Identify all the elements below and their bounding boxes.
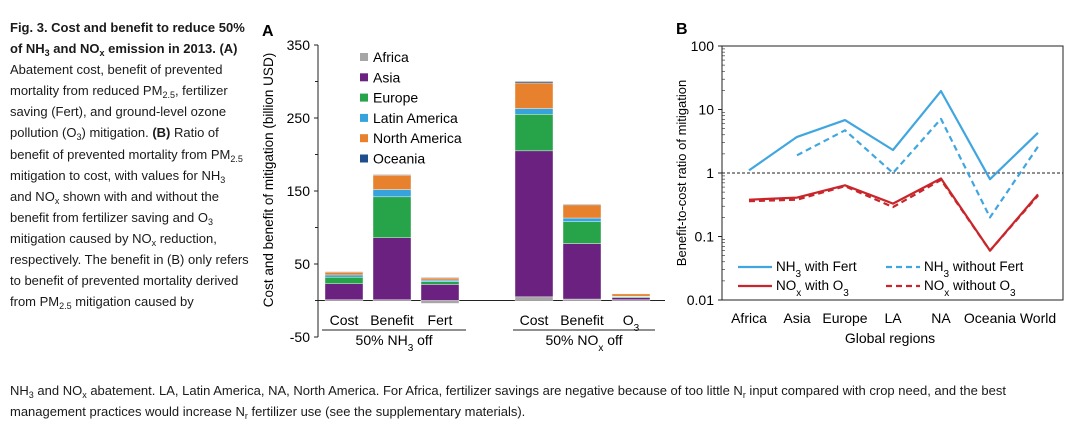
caption-continued: NH3 and NOx abatement. LA, Latin America… bbox=[10, 383, 1006, 421]
bar-segment-oceania bbox=[514, 81, 554, 84]
panel-b-y-tick-label: 10 bbox=[698, 102, 714, 118]
panel-a-category-label: Fert bbox=[428, 312, 453, 328]
panel-a-y-tick-label: 50 bbox=[294, 256, 310, 272]
legend-swatch-asia bbox=[360, 73, 368, 82]
legend-label-north-america: North America bbox=[373, 130, 462, 146]
legend-label-europe: Europe bbox=[373, 90, 418, 106]
panel-b-category-label: Europe bbox=[822, 310, 867, 326]
bar-segment-oceania bbox=[324, 271, 364, 273]
legend-label-latin-america: Latin America bbox=[373, 110, 458, 126]
panel-a-category-label: Cost bbox=[520, 312, 549, 328]
legend-label-nox-with-o3: NOx with O3 bbox=[776, 278, 849, 299]
panel-b-y-tick-label: 0.01 bbox=[687, 292, 714, 308]
panel-b-category-label: Africa bbox=[731, 310, 767, 326]
legend-swatch-latin-america bbox=[360, 113, 368, 122]
bar-segment-europe bbox=[372, 196, 412, 238]
panel-b-category-label: Oceania bbox=[964, 310, 1016, 326]
panel-a-y-tick-label: 250 bbox=[287, 110, 311, 126]
panel-b-y-label: Benefit-to-cost ratio of mitigation bbox=[674, 80, 689, 266]
panel-b-label: B bbox=[676, 21, 688, 38]
bar-segment-north-america bbox=[514, 82, 554, 109]
legend-swatch-europe bbox=[360, 93, 368, 102]
legend-label-africa: Africa bbox=[373, 49, 409, 65]
legend-label-nh3-with-fert: NH3 with Fert bbox=[776, 259, 857, 280]
caption-panel-b-part1: (B) Ratio of benefit of prevented mortal… bbox=[10, 125, 249, 312]
series-line-nox-with-o3 bbox=[748, 177, 1039, 252]
bar-segment-oceania bbox=[372, 174, 412, 176]
panel-a-category-label: Benefit bbox=[560, 312, 604, 328]
legend-swatch-africa bbox=[360, 53, 368, 61]
panel-a-y-tick-label: 150 bbox=[287, 183, 311, 199]
legend-swatch-oceania bbox=[360, 154, 368, 163]
series-line-nh3-without-fert bbox=[796, 117, 1039, 219]
caption-panel-a: (A) Abatement cost, benefit of prevented… bbox=[10, 41, 238, 143]
panel-b-category-label: Asia bbox=[783, 310, 810, 326]
bar-segment-asia bbox=[372, 237, 412, 300]
legend-label-nh3-without-fert: NH3 without Fert bbox=[924, 259, 1024, 280]
panel-b-y-tick-label: 100 bbox=[691, 38, 715, 54]
series-line-nh3-with-fert bbox=[748, 89, 1039, 181]
panel-a-y-tick-label: -50 bbox=[290, 329, 310, 345]
figure-caption: Fig. 3. Cost and benefit to reduce 50% o… bbox=[10, 17, 250, 312]
legend-swatch-north-america bbox=[360, 134, 368, 143]
panel-a-label: A bbox=[262, 23, 274, 40]
panel-b-y-tick-label: 0.1 bbox=[695, 229, 715, 245]
legend-label-nox-without-o3: NOx without O3 bbox=[924, 278, 1016, 299]
panel-b-y-tick-label: 1 bbox=[706, 165, 714, 181]
bar-segment-asia bbox=[514, 150, 554, 298]
bar-segment-asia bbox=[562, 243, 602, 300]
bar-segment-north-america bbox=[611, 293, 651, 297]
panel-a-category-label: Benefit bbox=[370, 312, 414, 328]
panel-a-category-label: Cost bbox=[330, 312, 359, 328]
bar-segment-oceania bbox=[420, 277, 460, 279]
panel-a-y-tick-label: 350 bbox=[287, 37, 311, 53]
legend-label-oceania: Oceania bbox=[373, 151, 425, 167]
legend-label-asia: Asia bbox=[373, 69, 400, 85]
panel-b-category-label: NA bbox=[931, 310, 951, 326]
panel-b-category-label: LA bbox=[884, 310, 902, 326]
series-line-nox-without-o3 bbox=[748, 178, 1039, 252]
panel-b-x-label: Global regions bbox=[845, 330, 935, 346]
panel-b-category-label: World bbox=[1020, 310, 1056, 326]
panel-a-y-label: Cost and benefit of mitigation (billion … bbox=[261, 53, 276, 307]
bar-segment-oceania bbox=[562, 203, 602, 206]
figure-title: Fig. 3. Cost and benefit to reduce 50% o… bbox=[10, 20, 245, 59]
